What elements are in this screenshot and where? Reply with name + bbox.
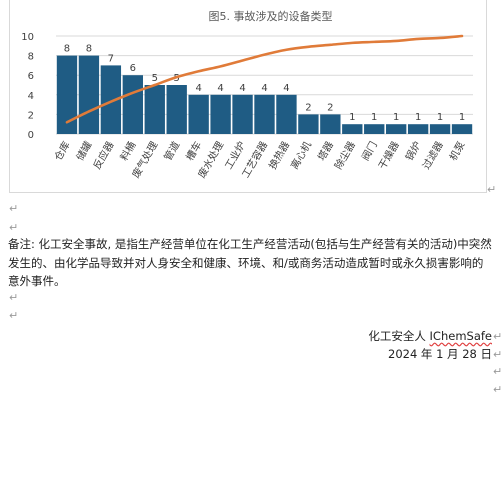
data-label: 4 — [261, 83, 267, 94]
data-label: 7 — [108, 53, 114, 64]
bar — [364, 124, 385, 134]
y-tick-label: 6 — [28, 71, 34, 82]
data-label: 1 — [437, 112, 443, 123]
data-label: 1 — [459, 112, 465, 123]
paragraph-mark: ↵ — [9, 202, 19, 215]
data-label: 1 — [349, 112, 355, 123]
x-tick-label: 锅炉 — [403, 140, 423, 163]
org-brand: IChemSafe — [429, 329, 492, 343]
paragraph-mark: ↵ — [487, 183, 497, 196]
y-tick-label: 0 — [28, 130, 34, 141]
data-label: 8 — [86, 44, 92, 55]
data-label: 6 — [130, 63, 136, 74]
bar — [122, 75, 143, 134]
x-tick-label: 离心机 — [288, 139, 314, 171]
bar — [386, 124, 407, 134]
bar — [298, 114, 319, 134]
bar — [429, 124, 451, 134]
y-tick-label: 4 — [28, 91, 34, 102]
data-label: 1 — [415, 112, 421, 123]
paragraph-mark: ↵ — [493, 348, 503, 361]
data-label: 4 — [283, 83, 289, 94]
bar — [144, 85, 165, 134]
bar — [232, 94, 253, 134]
paragraph-mark: ↵ — [9, 309, 19, 322]
x-tick-label: 塔器 — [315, 139, 336, 163]
x-tick-label: 反应器 — [90, 139, 116, 171]
chart-container: 图5. 事故涉及的设备类型 0 2 4 6 8 10 8 仓库 8 储罐 7 反应器 6 料桶 5 废气处理 5 管… — [9, 0, 487, 193]
x-tick-label: 仓库 — [51, 139, 72, 163]
chart-note: 备注: 化工安全事故, 是指生产经营单位在化工生产经营活动(包括与生产经营有关的… — [8, 237, 492, 288]
data-label: 4 — [195, 83, 201, 94]
paragraph-mark: ↵ — [9, 221, 19, 234]
data-label: 1 — [371, 112, 377, 123]
signature-org: 化工安全人 IChemSafe — [368, 328, 492, 344]
signature-date: 2024 年 1 月 28 日 — [388, 347, 492, 361]
bar — [342, 124, 363, 134]
bar — [210, 94, 231, 134]
data-label: 8 — [64, 44, 70, 55]
bar — [407, 124, 429, 134]
x-tick-label: 储罐 — [73, 139, 94, 163]
paragraph-mark: ↵ — [493, 365, 503, 378]
data-label: 2 — [305, 102, 311, 113]
bar — [188, 94, 209, 134]
data-label: 2 — [327, 102, 333, 113]
chart-title: 图5. 事故涉及的设备类型 — [209, 9, 333, 23]
paragraph-mark: ↵ — [9, 291, 19, 304]
paragraph-mark: ↵ — [493, 383, 503, 396]
data-label: 5 — [152, 73, 158, 84]
x-tick-label: 料桶 — [117, 139, 138, 163]
x-tick-label: 管道 — [161, 139, 182, 163]
x-tick-label: 干燥器 — [376, 140, 401, 172]
x-tick-label: 机泵 — [446, 139, 467, 163]
bar — [276, 94, 297, 134]
y-tick-label: 2 — [28, 110, 34, 121]
bar — [254, 94, 275, 134]
data-label: 1 — [393, 112, 399, 123]
bar — [78, 55, 100, 134]
bar-chart: 图5. 事故涉及的设备类型02468108仓库8储罐7反应器6料桶5废气处理5管… — [21, 9, 473, 180]
bar — [320, 114, 341, 134]
x-tick-label: 阀门 — [359, 139, 380, 163]
bar — [100, 65, 122, 134]
x-tick-label: 过滤器 — [419, 139, 445, 171]
paragraph-mark: ↵ — [493, 330, 503, 343]
bar — [451, 124, 473, 134]
x-tick-label: 槽车 — [183, 139, 204, 163]
bar — [166, 85, 187, 134]
bar — [56, 55, 78, 134]
org-name: 化工安全人 — [368, 329, 430, 343]
cumulative-line — [65, 34, 464, 124]
y-tick-label: 10 — [21, 32, 34, 43]
x-tick-label: 除尘器 — [332, 139, 358, 171]
data-label: 4 — [239, 83, 245, 94]
data-label: 4 — [217, 83, 223, 94]
y-tick-label: 8 — [28, 52, 34, 63]
x-tick-label: 换热器 — [266, 139, 292, 171]
